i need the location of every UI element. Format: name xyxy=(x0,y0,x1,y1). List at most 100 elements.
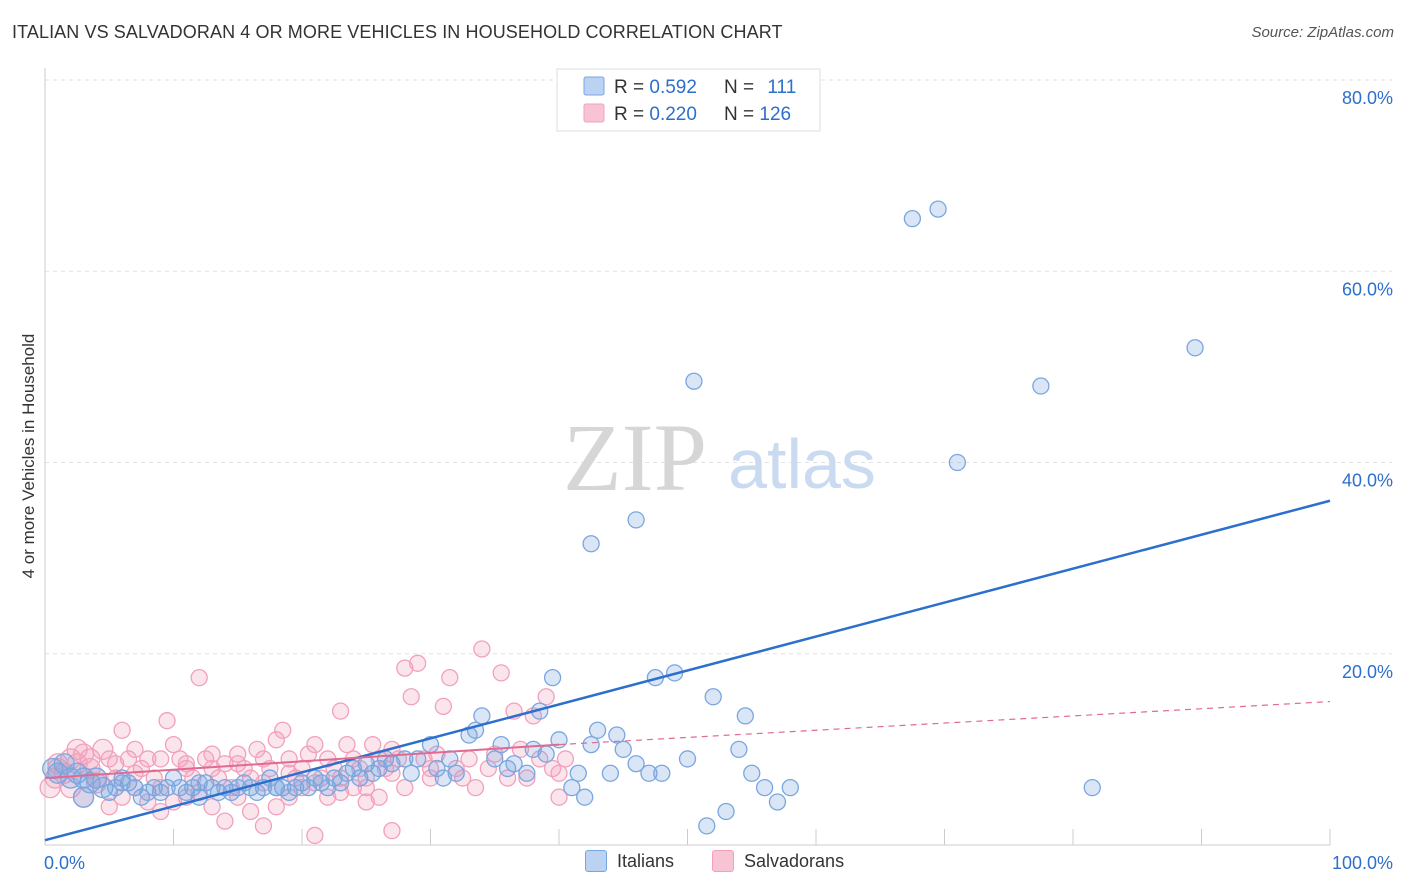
r-value-2: 0.220 xyxy=(649,104,697,125)
r-label-1: R = xyxy=(614,77,649,98)
salvadorans-point xyxy=(441,669,459,687)
salvadorans-point xyxy=(164,735,183,754)
salvadorans-point xyxy=(421,769,440,787)
italians-point xyxy=(402,764,420,782)
salvadorans-point xyxy=(421,759,440,778)
svg-text:N = 126: N = 126 xyxy=(724,104,791,125)
axes xyxy=(44,68,1331,846)
italians-point xyxy=(755,778,774,797)
y-tick-label: 60.0% xyxy=(1342,279,1393,299)
salvadorans-point xyxy=(79,748,101,770)
italians-point xyxy=(704,688,722,706)
data-points xyxy=(39,200,1204,845)
italians-point xyxy=(299,778,318,797)
tick-labels: 20.0% 40.0% 60.0% 80.0% 0.0% 100.0% xyxy=(44,88,1393,873)
salvadorans-point xyxy=(331,702,350,720)
italians-point xyxy=(588,721,607,739)
italians-point xyxy=(563,778,581,797)
italians-point xyxy=(370,759,388,778)
salvadorans-point xyxy=(396,659,414,677)
salvadorans-point xyxy=(126,740,144,759)
stats-swatch-italians xyxy=(583,76,605,96)
salvadorans-point xyxy=(447,759,465,778)
y-axis-label: 4 or more Vehicles in Household xyxy=(19,334,38,579)
italians-point xyxy=(486,750,504,768)
salvadorans-point xyxy=(434,697,453,715)
italians-point xyxy=(608,726,626,744)
salvadorans-point xyxy=(216,755,234,773)
y-tick-label: 80.0% xyxy=(1342,88,1393,108)
y-tick-label: 20.0% xyxy=(1342,662,1393,682)
salvadorans-point xyxy=(248,740,266,759)
salvadorans-point xyxy=(151,778,170,797)
legend-item-italians[interactable]: Italians xyxy=(585,850,674,872)
n-label-2: N = xyxy=(724,104,759,125)
italians-point xyxy=(344,759,363,778)
watermark-atlas: atlas xyxy=(728,425,876,503)
salvadorans-point xyxy=(293,778,311,797)
salvadorans-point xyxy=(229,755,247,773)
salvadorans-point xyxy=(113,721,131,739)
italians-point xyxy=(72,786,95,808)
stats-swatch-salvadorans xyxy=(583,103,605,123)
salvadorans-point xyxy=(357,793,375,811)
italians-point xyxy=(781,778,799,797)
salvadorans-point xyxy=(383,822,401,840)
salvadorans-point xyxy=(486,745,504,763)
italians-point xyxy=(1032,377,1050,395)
legend-label-italians: Italians xyxy=(617,850,675,871)
italians-point xyxy=(1083,778,1101,797)
salvadorans-point xyxy=(370,788,388,806)
salvadorans-point xyxy=(216,812,234,830)
salvadorans-point xyxy=(229,745,247,763)
italians-point xyxy=(267,778,285,797)
italians-point xyxy=(537,745,555,763)
salvadorans-point xyxy=(190,669,208,687)
salvadorans-point xyxy=(550,764,568,782)
svg-text:R = 0.220: R = 0.220 xyxy=(614,104,697,125)
italians-point xyxy=(518,764,536,782)
italians-point xyxy=(447,764,465,782)
italians-point xyxy=(627,755,645,773)
salvadorans-point xyxy=(254,817,273,835)
italians-point xyxy=(190,774,208,792)
salvadorans-point xyxy=(203,798,221,816)
italians-point xyxy=(441,750,459,768)
salvadorans-point xyxy=(537,688,555,706)
salvadorans-point xyxy=(306,826,324,845)
r-value-1: 0.592 xyxy=(649,77,697,98)
n-label-1: N = xyxy=(724,77,759,98)
source-label: Source: ZipAtlas.com xyxy=(1251,24,1394,41)
italians-point xyxy=(653,764,671,782)
italians-point xyxy=(158,778,176,797)
italians-point xyxy=(948,453,966,472)
salvadorans-point xyxy=(100,798,118,816)
salvadorans-point xyxy=(479,759,497,778)
salvadorans-point xyxy=(402,688,420,706)
salvadorans-point xyxy=(280,788,298,806)
italians-point xyxy=(730,740,748,759)
legend-label-salvadorans: Salvadorans xyxy=(744,850,845,871)
italians-point xyxy=(717,802,735,821)
italians-point xyxy=(428,759,446,778)
r-label-2: R = xyxy=(614,104,649,125)
salvadorans-point xyxy=(151,750,170,768)
italians-point xyxy=(576,788,594,806)
salvadorans-point xyxy=(107,755,125,773)
salvadorans-trend-extension xyxy=(558,700,1331,746)
legend-item-salvadorans[interactable]: Salvadorans xyxy=(712,850,844,872)
italians-point xyxy=(736,707,754,725)
italians-point xyxy=(1186,339,1204,357)
grid-lines xyxy=(45,79,1392,655)
salvadorans-point xyxy=(357,778,375,797)
salvadorans-point xyxy=(319,788,337,806)
salvadorans-point xyxy=(274,721,292,739)
salvadorans-point xyxy=(306,735,324,754)
salvadorans-point xyxy=(550,788,568,806)
italians-point xyxy=(434,769,453,787)
y-tick-label: 40.0% xyxy=(1342,471,1393,491)
n-value-1: 111 xyxy=(767,77,796,98)
watermark-zip: ZIP xyxy=(563,404,707,511)
salvadorans-point xyxy=(556,750,575,768)
